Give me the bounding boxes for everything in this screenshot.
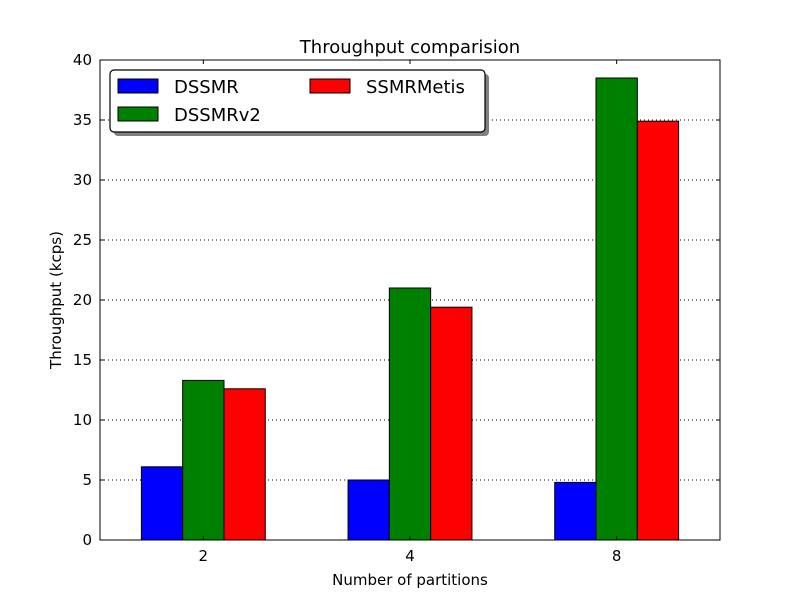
y-tick-label: 30 <box>73 171 92 189</box>
legend-swatch-dssmr <box>117 78 159 94</box>
x-tick-label: 2 <box>199 547 209 565</box>
y-tick-label: 10 <box>73 411 92 429</box>
legend-swatch-ssmrmetis <box>309 78 351 94</box>
bar-dssmrv2-8 <box>595 77 638 541</box>
y-tick-label: 0 <box>82 531 92 549</box>
x-axis: 2 4 8 <box>199 60 622 565</box>
x-axis-label: Number of partitions <box>332 571 488 589</box>
x-tick-label: 4 <box>405 547 415 565</box>
legend: DSSMR DSSMRv2 SSMRMetis <box>109 69 489 136</box>
bar-dssmr-8 <box>554 481 597 541</box>
legend-label-dssmr: DSSMR <box>174 77 239 98</box>
legend-box <box>109 69 486 133</box>
bar-dssmrv2-2 <box>182 379 225 541</box>
legend-swatch-dssmrv2 <box>117 106 159 122</box>
bar-ssmrmetis-8 <box>636 120 680 541</box>
legend-label-ssmrmetis: SSMRMetis <box>366 77 465 98</box>
x-tick-label: 8 <box>612 547 622 565</box>
bar-ssmrmetis-4 <box>430 306 473 541</box>
legend-label-dssmrv2: DSSMRv2 <box>174 105 261 126</box>
y-axis: 0 5 10 15 20 25 30 35 40 <box>73 51 720 549</box>
bar-ssmrmetis-2 <box>223 388 266 541</box>
bar-dssmrv2-4 <box>388 287 432 541</box>
bars <box>140 77 680 541</box>
y-tick-label: 35 <box>73 111 92 129</box>
y-tick-label: 15 <box>73 351 92 369</box>
y-tick-label: 20 <box>73 291 92 309</box>
chart-title: Throughput comparision <box>299 37 520 58</box>
y-tick-label: 40 <box>73 51 92 69</box>
y-tick-label: 25 <box>73 231 92 249</box>
bar-dssmr-2 <box>140 466 184 541</box>
y-tick-label: 5 <box>82 471 92 489</box>
bar-dssmr-4 <box>347 479 390 541</box>
y-axis-label: Throughput (kcps) <box>47 231 65 370</box>
